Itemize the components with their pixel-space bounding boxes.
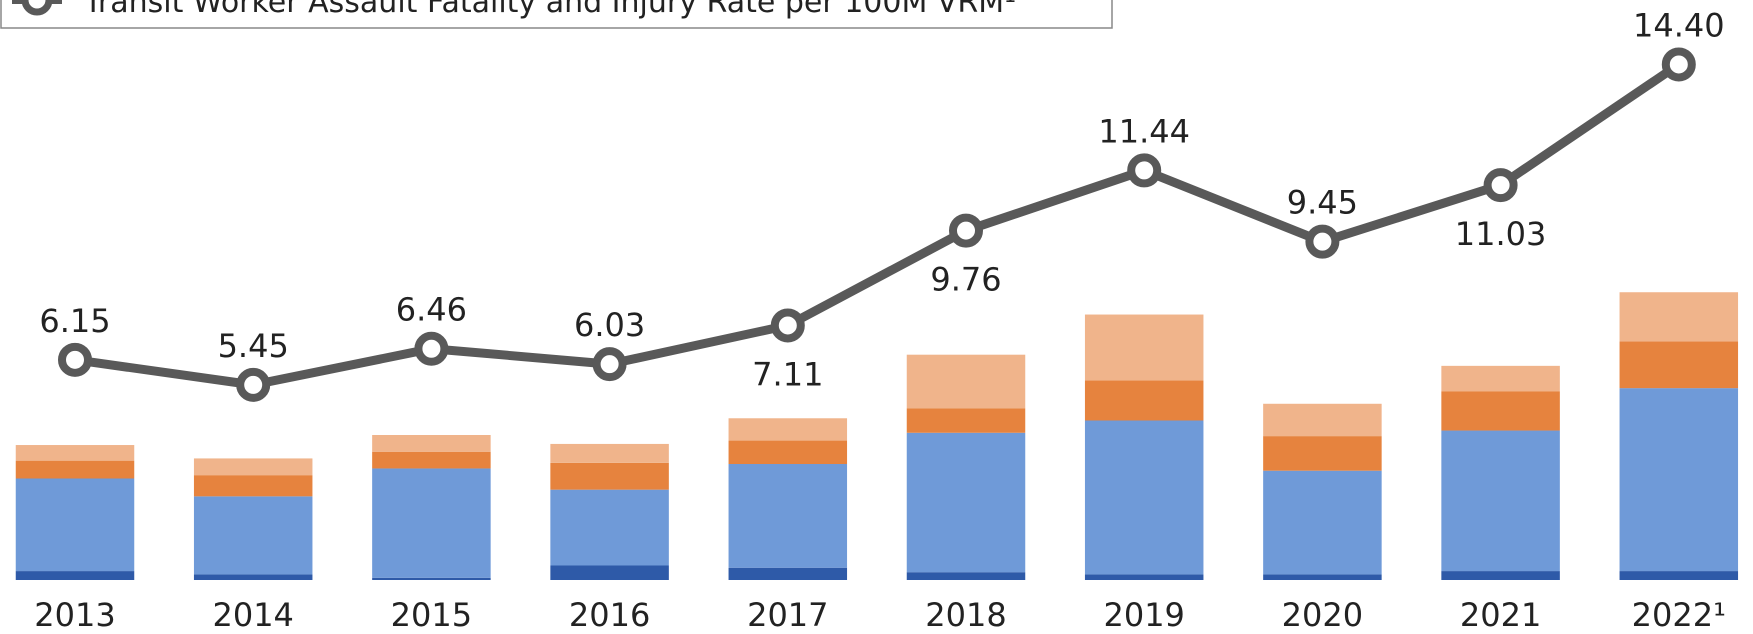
line-marker bbox=[58, 342, 92, 377]
line-marker bbox=[414, 331, 449, 366]
line-marker bbox=[1483, 168, 1518, 203]
line-marker bbox=[592, 347, 627, 382]
bar-segment bbox=[1263, 574, 1382, 580]
bar-segment bbox=[1441, 571, 1560, 580]
bar-segment bbox=[728, 440, 848, 464]
x-tick-label: 2018 bbox=[925, 596, 1006, 634]
line-marker bbox=[949, 213, 983, 248]
bar-segment bbox=[1084, 420, 1204, 575]
bar-segment bbox=[15, 478, 135, 572]
legend-marker bbox=[21, 0, 53, 16]
x-tick-label: 2021 bbox=[1460, 596, 1541, 634]
bar-segment bbox=[550, 565, 669, 580]
line bbox=[74, 60, 1682, 390]
bar-segment bbox=[372, 435, 491, 452]
bar-segment bbox=[15, 460, 135, 479]
bar-segment bbox=[1441, 430, 1560, 572]
bar-segment bbox=[193, 475, 313, 497]
x-tick-label: 2016 bbox=[569, 596, 650, 634]
data-label: 6.03 bbox=[574, 306, 645, 344]
bar-segment bbox=[906, 572, 1026, 580]
bar-segment bbox=[1619, 571, 1739, 580]
bar-segment bbox=[906, 432, 1026, 573]
bar-segment bbox=[728, 567, 848, 580]
line-marker bbox=[1661, 47, 1696, 82]
bar-segment bbox=[1619, 341, 1739, 389]
bar-segment bbox=[1263, 403, 1382, 437]
bar-segment bbox=[728, 464, 848, 568]
bar-segment bbox=[728, 418, 848, 441]
data-label: 5.45 bbox=[218, 327, 289, 365]
bar-segment bbox=[550, 462, 669, 490]
bar-segment bbox=[1263, 436, 1382, 471]
data-label: 7.11 bbox=[752, 355, 823, 393]
bar-segment bbox=[1441, 365, 1560, 392]
line-marker bbox=[1127, 153, 1162, 188]
bar-segment bbox=[1263, 470, 1382, 575]
bar-segment bbox=[372, 577, 491, 580]
bar-segment bbox=[1084, 314, 1204, 381]
bar-segment bbox=[1084, 574, 1204, 580]
line-marker bbox=[1305, 224, 1340, 259]
data-label: 11.03 bbox=[1455, 215, 1547, 253]
data-label: 6.15 bbox=[39, 302, 110, 340]
x-tick-label: 2020 bbox=[1282, 596, 1363, 634]
x-tick-label: 2014 bbox=[212, 596, 293, 634]
bar-segment bbox=[372, 468, 491, 578]
legend-box bbox=[0, 0, 1113, 29]
bar-segment bbox=[550, 489, 669, 566]
bar-segment bbox=[372, 451, 491, 469]
x-tick-label: 2022¹ bbox=[1632, 596, 1726, 634]
line-marker bbox=[770, 308, 805, 343]
x-tick-label: 2019 bbox=[1103, 596, 1184, 634]
bar-segment bbox=[193, 496, 313, 575]
x-tick-label: 2015 bbox=[391, 596, 472, 634]
data-label: 11.44 bbox=[1098, 112, 1190, 150]
bar-segment bbox=[15, 445, 135, 461]
data-label: 14.40 bbox=[1633, 6, 1725, 44]
bar-segment bbox=[1084, 380, 1204, 421]
data-label: 6.46 bbox=[396, 291, 467, 329]
data-label: 9.45 bbox=[1287, 184, 1358, 222]
legend-label: Transit Worker Assault Fatality and Inju… bbox=[83, 0, 1016, 20]
x-tick-label: 2017 bbox=[747, 596, 828, 634]
bar-segment bbox=[1619, 292, 1739, 342]
bar-segment bbox=[906, 354, 1026, 409]
bar-segment bbox=[193, 574, 313, 580]
bar-segment bbox=[550, 443, 669, 463]
line-marker bbox=[236, 367, 271, 402]
bar-segment bbox=[1441, 391, 1560, 431]
bar-segment bbox=[906, 408, 1026, 433]
bar-segment bbox=[1619, 388, 1739, 572]
bar-segment bbox=[193, 458, 313, 476]
x-tick-label: 2013 bbox=[34, 596, 115, 634]
bar-segment bbox=[15, 571, 135, 580]
data-label: 9.76 bbox=[930, 261, 1001, 299]
